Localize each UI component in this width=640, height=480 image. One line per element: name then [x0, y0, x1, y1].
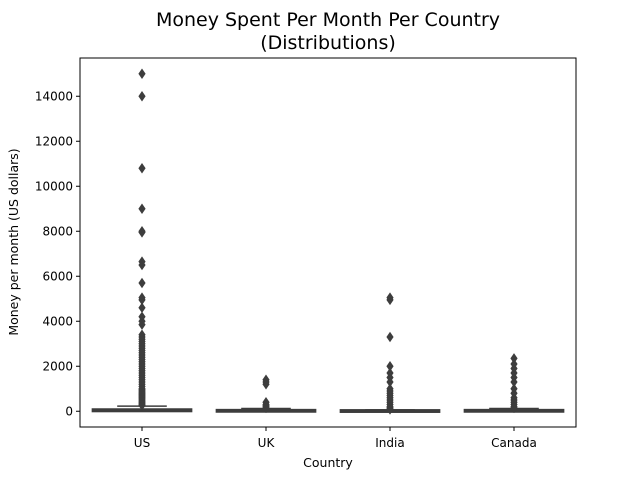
outlier-point	[386, 404, 394, 415]
y-tick-label: 12000	[35, 134, 73, 148]
outlier-point	[138, 68, 146, 79]
outlier-point	[386, 294, 394, 306]
outlier-point	[138, 302, 146, 313]
y-tick-label: 0	[65, 404, 73, 418]
outlier-point	[386, 361, 394, 372]
x-tick-label: UK	[258, 436, 276, 450]
outlier-point	[262, 379, 270, 390]
outlier-point	[138, 277, 146, 289]
box-group	[463, 353, 565, 414]
outlier-point	[510, 376, 518, 388]
plot-frame	[79, 57, 577, 428]
outlier-point	[386, 331, 394, 343]
y-tick-label: 8000	[42, 224, 73, 238]
box-group	[339, 292, 441, 415]
outlier-point	[138, 294, 146, 306]
x-axis: US UK India Canada	[134, 427, 537, 450]
outlier-point	[386, 376, 394, 388]
x-tick-label: India	[375, 436, 404, 450]
y-tick-label: 4000	[42, 314, 73, 328]
outlier-point	[138, 203, 146, 214]
y-tick-label: 6000	[42, 269, 73, 283]
y-tick-label: 14000	[35, 89, 73, 103]
chart-title-line-1: Money Spent Per Month Per Country	[156, 9, 500, 31]
x-axis-label: Country	[303, 455, 353, 470]
outlier-point	[510, 353, 518, 364]
plot-area	[91, 68, 565, 415]
outlier-point	[510, 402, 518, 414]
outlier-point	[138, 319, 146, 330]
x-tick-label: US	[134, 436, 150, 450]
box-group	[91, 68, 193, 413]
outlier-point	[138, 400, 146, 411]
outlier-point	[138, 91, 146, 102]
y-tick-label: 2000	[42, 359, 73, 373]
outlier-point	[262, 402, 270, 414]
outlier-point	[138, 259, 146, 271]
chart-title-line-2: (Distributions)	[260, 32, 396, 54]
outlier-point	[138, 163, 146, 174]
y-tick-label: 10000	[35, 179, 73, 193]
box-group	[215, 374, 317, 414]
outlier-point	[138, 227, 146, 238]
y-axis-label: Money per month (US dollars)	[6, 148, 21, 335]
x-tick-label: Canada	[491, 436, 537, 450]
y-axis: 0 2000 4000 6000 8000 10000 12000 14000	[35, 89, 80, 418]
